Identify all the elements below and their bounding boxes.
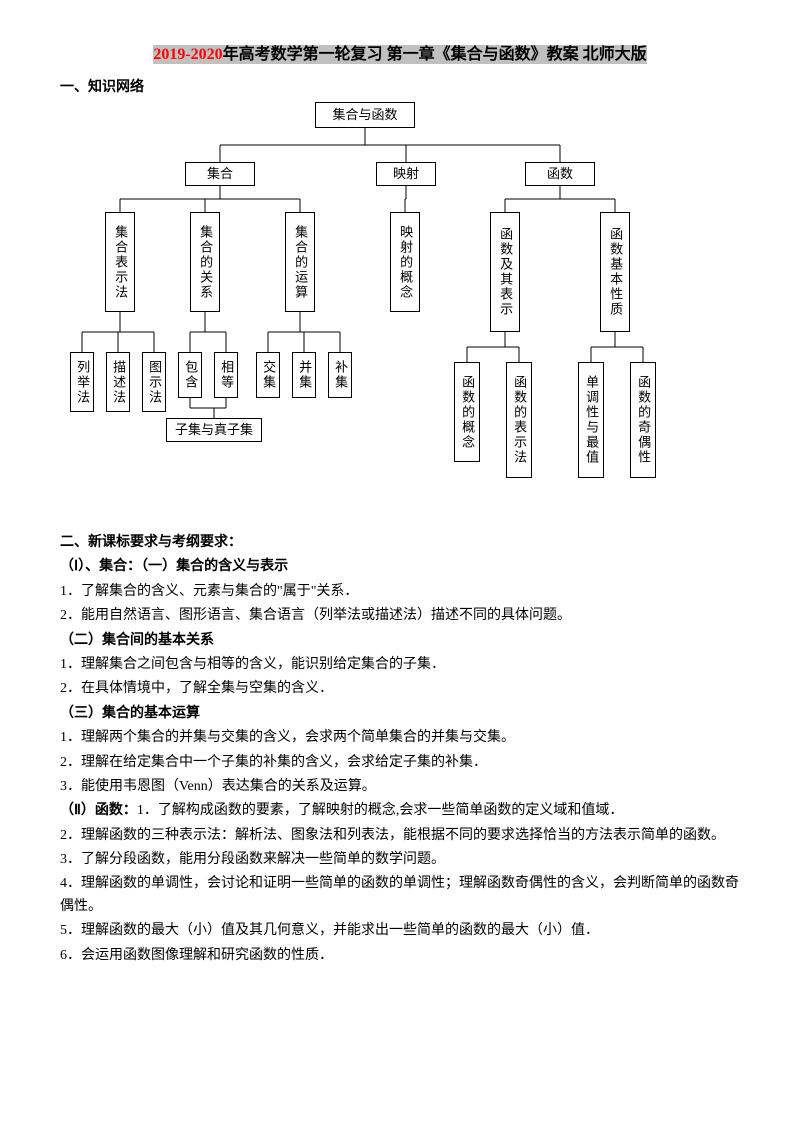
node-tsf: 图示法 — [142, 352, 166, 412]
part-ii-line: （Ⅱ）函数：1．了解构成函数的要素，了解映射的概念,会求一些简单函数的定义域和值… — [60, 800, 740, 822]
node-hsjbxz: 函数基本性质 — [600, 212, 630, 332]
node-xd: 相等 — [214, 352, 238, 398]
sub-1-2: （二）集合间的基本关系 — [60, 630, 740, 652]
line-3: 1．理解集合之间包含与相等的含义，能识别给定集合的子集． — [60, 654, 740, 676]
node-ljf: 列举法 — [70, 352, 94, 412]
line-1: 1．了解集合的含义、元素与集合的"属于"关系． — [60, 581, 740, 603]
node-jihe: 集合 — [185, 162, 255, 186]
title-part1: 2019-2020 — [153, 45, 222, 64]
line-8: 2．理解函数的三种表示法：解析法、图象法和列表法，能根据不同的要求选择恰当的方法… — [60, 825, 740, 847]
node-hsdgn: 函数的概念 — [454, 362, 480, 462]
line-12: 6．会运用函数图像理解和研究函数的性质． — [60, 945, 740, 967]
node-jhdgx: 集合的关系 — [190, 212, 220, 312]
page-title: 2019-2020年高考数学第一轮复习 第一章《集合与函数》教案 北师大版 — [60, 40, 740, 64]
part-i-line: （Ⅰ）、集合：（一）集合的含义与表示 — [60, 556, 740, 578]
part-i-head: （Ⅰ）、集合： — [60, 559, 141, 574]
line-5: 1．理解两个集合的并集与交集的含义，会求两个简单集合的并集与交集。 — [60, 727, 740, 749]
node-yingshe: 映射 — [376, 162, 436, 186]
part-ii-first: 1．了解构成函数的要素，了解映射的概念,会求一些简单函数的定义域和值域． — [137, 803, 624, 818]
node-bh: 包含 — [178, 352, 202, 398]
line-9: 3．了解分段函数，能用分段函数来解决一些简单的数学问题。 — [60, 849, 740, 871]
section-2: 二、新课标要求与考纲要求： （Ⅰ）、集合：（一）集合的含义与表示 1．了解集合的… — [60, 532, 740, 967]
line-6: 2．理解在给定集合中一个子集的补集的含义，会求给定子集的补集． — [60, 752, 740, 774]
sub-1-1: （一）集合的含义与表示 — [141, 559, 288, 574]
section-1-heading: 一、知识网络 — [60, 76, 740, 96]
node-hsjqbs: 函数及其表示 — [490, 212, 520, 332]
node-zjyzj: 子集与真子集 — [166, 418, 262, 442]
section-2-heading: 二、新课标要求与考纲要求： — [60, 532, 740, 554]
line-2: 2．能用自然语言、图形语言、集合语言（列举法或描述法）描述不同的具体问题。 — [60, 605, 740, 627]
node-hanshu: 函数 — [525, 162, 595, 186]
node-buj: 补集 — [328, 352, 352, 398]
node-jj: 交集 — [256, 352, 280, 398]
line-7: 3．能使用韦恩图（Venn）表达集合的关系及运算。 — [60, 776, 740, 798]
node-ddxyzz: 单调性与最值 — [578, 362, 604, 478]
line-4: 2．在具体情境中，了解全集与空集的含义． — [60, 678, 740, 700]
part-ii-head: （Ⅱ）函数： — [60, 803, 137, 818]
knowledge-network-diagram: 集合与函数集合 映射 函数集合表示法 集合的关系 集合的运算 映射的概念 函数及其表示 函数基… — [70, 102, 690, 522]
node-hsdbsf: 函数的表示法 — [506, 362, 532, 478]
node-bj: 并集 — [292, 352, 316, 398]
node-hsdqox: 函数的奇偶性 — [630, 362, 656, 478]
title-part2: 年高考数学第一轮复习 第一章《集合与函数》教案 北师大版 — [223, 45, 647, 64]
node-ysdgn: 映射的概念 — [390, 212, 420, 312]
line-11: 5．理解函数的最大（小）值及其几何意义，并能求出一些简单的函数的最大（小）值． — [60, 920, 740, 942]
node-msf: 描述法 — [106, 352, 130, 412]
line-10: 4．理解函数的单调性，会讨论和证明一些简单的函数的单调性；理解函数奇偶性的含义，… — [60, 873, 740, 918]
sub-1-3: （三）集合的基本运算 — [60, 703, 740, 725]
node-jhbsf: 集合表示法 — [105, 212, 135, 312]
node-root: 集合与函数 — [315, 102, 415, 128]
node-jhdys: 集合的运算 — [285, 212, 315, 312]
